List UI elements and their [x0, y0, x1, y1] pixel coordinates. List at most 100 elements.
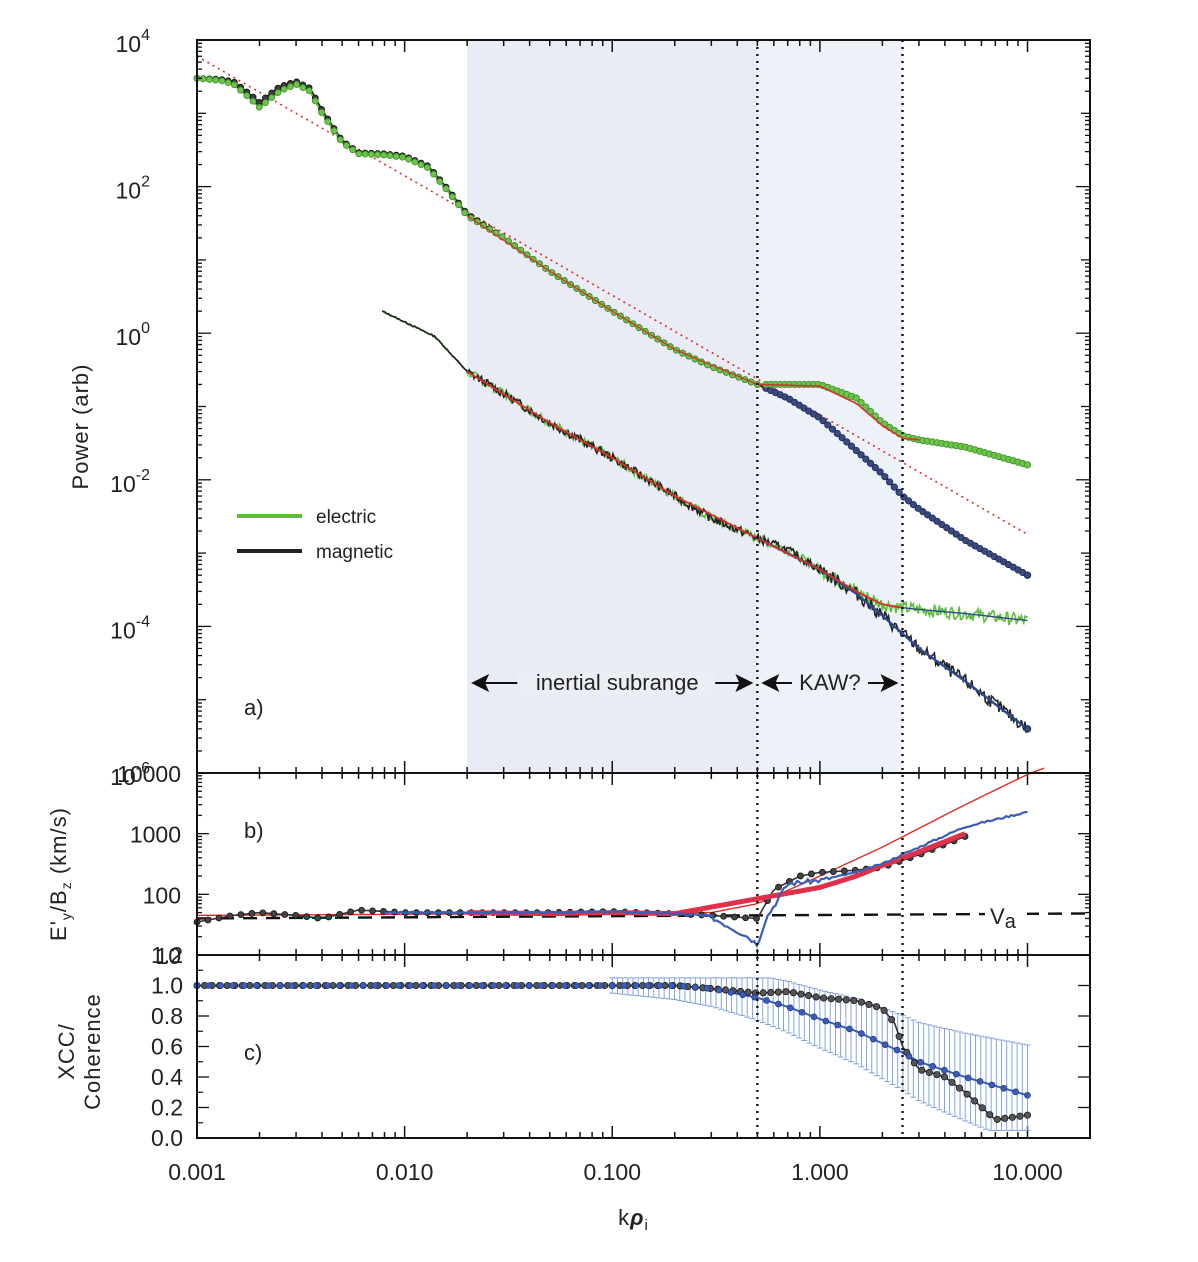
- magnetic-marker-kaw: [862, 455, 870, 463]
- electric-marker: [523, 251, 531, 259]
- c-blue-marker: [798, 1008, 806, 1016]
- c-blue-marker: [751, 993, 758, 1001]
- c-blue-marker: [336, 982, 343, 989]
- electric-marker: [330, 127, 338, 135]
- c-blue-marker: [858, 1030, 865, 1037]
- electric-marker: [399, 153, 406, 161]
- c-blue-marker: [229, 982, 236, 989]
- c-black-marker: [759, 989, 767, 997]
- magnetic-marker-kaw: [838, 434, 846, 442]
- electric-marker: [224, 79, 232, 87]
- electric-marker: [230, 81, 238, 89]
- c-blue-marker: [253, 982, 260, 989]
- b-black-marker: [731, 913, 738, 921]
- electric-marker: [380, 151, 388, 159]
- b-fit-line: [196, 767, 1045, 917]
- electric-marker: [237, 86, 244, 94]
- b-black-marker: [270, 910, 278, 918]
- c-blue-marker: [620, 982, 628, 989]
- magnetic-marker-kaw: [905, 497, 913, 505]
- c-ylabel-line1: XCC/: [54, 1023, 79, 1080]
- magnetic-marker-kaw: [881, 473, 889, 481]
- c-blue-marker: [727, 989, 735, 996]
- c-blue-marker: [1024, 1092, 1031, 1099]
- electric-marker: [280, 85, 288, 93]
- magnetic-lower-end-marker: [1023, 725, 1032, 733]
- magnetic-marker-kaw: [852, 446, 860, 455]
- lower-fit-line: [466, 370, 903, 609]
- c-black-marker: [933, 1071, 941, 1079]
- b-black-marker: [829, 868, 837, 875]
- b-black-marker: [807, 870, 815, 878]
- c-blue-marker: [1000, 1085, 1008, 1092]
- c-black-marker: [910, 1059, 918, 1067]
- electric-marker: [293, 81, 301, 88]
- panel-a: 104 102 100 10-2 10-4 10-6 Power (arb) electric…: [68, 27, 1091, 790]
- c-black-marker: [955, 1084, 964, 1092]
- b-ylabel: E'y/Bz (km/s): [46, 807, 74, 941]
- b-black-marker: [347, 908, 354, 916]
- c-ytick-label: 0.2: [151, 1095, 183, 1121]
- electric-marker: [405, 155, 413, 163]
- electric-marker: [318, 109, 325, 116]
- magnetic-end-marker: [1023, 571, 1032, 579]
- c-blue-marker: [869, 1035, 877, 1043]
- c-blue-marker: [691, 983, 699, 991]
- c-blue-marker: [976, 1078, 984, 1085]
- electric-marker: [243, 92, 251, 99]
- c-blue-marker: [644, 982, 652, 989]
- electric-marker: [430, 170, 438, 178]
- electric-marker: [349, 146, 357, 154]
- c-blue-marker: [549, 982, 557, 989]
- b-black-marker: [369, 907, 376, 915]
- panel-c-frame: [196, 954, 1091, 1139]
- b-black-marker: [248, 910, 256, 917]
- b-black-marker: [720, 912, 728, 920]
- c-blue-marker: [490, 982, 497, 989]
- c-blue-marker: [502, 982, 509, 989]
- c-black-marker: [827, 995, 835, 1003]
- c-blue-marker: [383, 982, 391, 989]
- b-black-marker: [742, 914, 749, 922]
- c-ytick-label: 0.6: [151, 1034, 183, 1060]
- electric-marker: [274, 89, 282, 96]
- c-blue-marker: [466, 982, 474, 989]
- c-black-marker: [789, 989, 797, 997]
- c-black-marker: [993, 1115, 1001, 1123]
- c-black-marker: [865, 1000, 873, 1008]
- c-blue-marker: [834, 1021, 841, 1029]
- electric-marker-kaw: [862, 403, 870, 411]
- c-black-marker: [842, 996, 850, 1004]
- electric-marker: [448, 193, 456, 201]
- electric-marker: [212, 76, 220, 84]
- magnetic-marker-kaw: [895, 488, 903, 496]
- electric-upper-fit: [757, 383, 919, 441]
- c-blue-marker: [573, 982, 580, 989]
- a-ytick-label: 10-2: [110, 467, 150, 497]
- c-blue-marker: [288, 982, 296, 989]
- c-black-marker: [888, 1015, 896, 1024]
- electric-marker-kaw: [852, 394, 860, 402]
- panel-a-label: a): [244, 695, 264, 720]
- c-blue-marker: [786, 1004, 794, 1012]
- panel-c-label: c): [244, 1040, 262, 1065]
- magnetic-marker-kaw: [833, 429, 841, 438]
- c-blue-marker: [680, 982, 687, 990]
- magnetic-marker-kaw: [857, 451, 865, 459]
- electric-marker: [392, 153, 400, 160]
- b-black-marker: [797, 872, 804, 880]
- va-label: Va: [990, 904, 1017, 933]
- c-blue-marker: [703, 984, 711, 992]
- inertial-shade: [467, 40, 758, 773]
- inertial-subrange-label: inertial subrange: [536, 670, 699, 695]
- magnetic-marker-kaw: [847, 442, 856, 450]
- kaw-label: KAW?: [799, 670, 861, 695]
- a-ytick-label: 104: [116, 27, 151, 57]
- c-blue-marker: [347, 982, 355, 989]
- a-ytick-label: 102: [116, 174, 151, 204]
- c-blue-marker: [929, 1062, 936, 1070]
- panel-c: 1.2 1.0 0.8 0.6 0.4 0.2 0.0 XCC/Coherence c) 0.00…: [54, 942, 1091, 1234]
- c-blue-marker: [597, 982, 604, 989]
- c-ytick-label: 0.8: [151, 1003, 183, 1029]
- electric-marker: [386, 152, 394, 160]
